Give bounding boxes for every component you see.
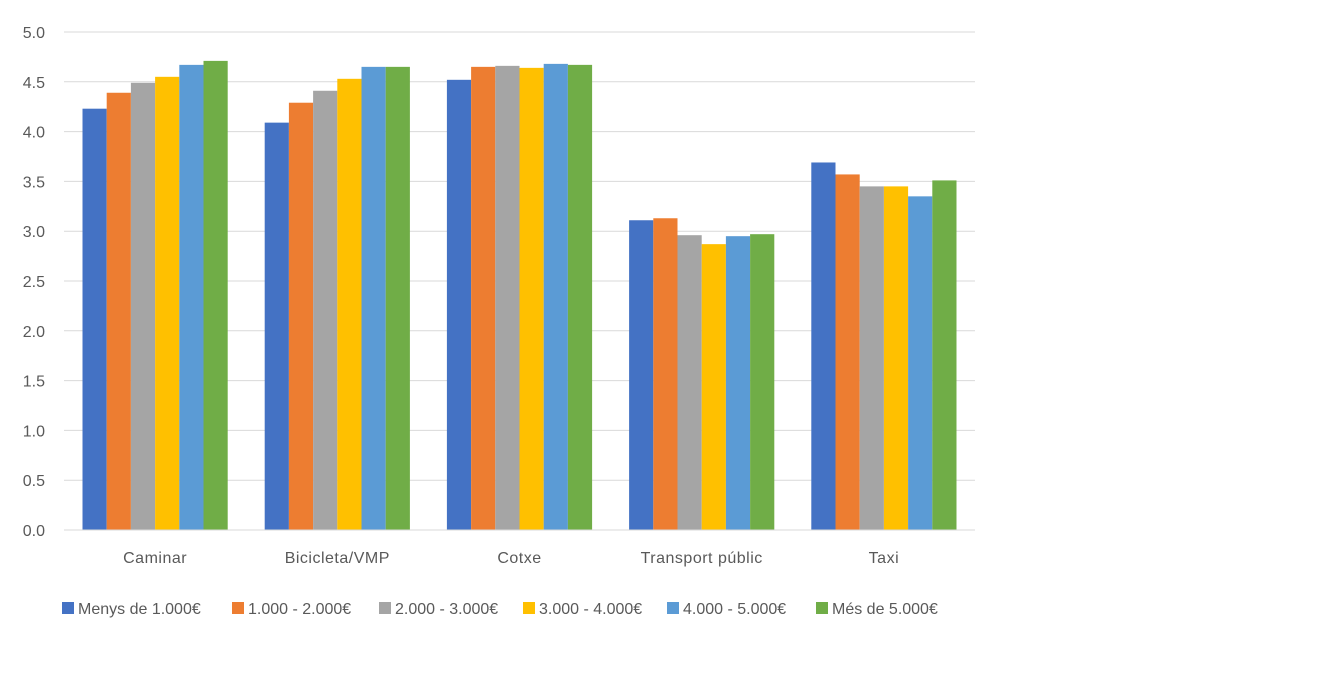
bars: [82, 60, 957, 531]
y-tick-label: 3.5: [23, 174, 45, 191]
bar: [883, 186, 909, 530]
bar: [519, 67, 544, 530]
bar: [313, 90, 338, 530]
legend-swatch: [62, 602, 74, 614]
x-tick-label: Transport públic: [641, 550, 763, 567]
y-tick-label: 3.0: [23, 224, 45, 241]
bar: [203, 60, 228, 530]
y-tick-label: 2.5: [23, 274, 45, 291]
y-tick-label: 1.5: [23, 374, 45, 391]
bar: [288, 102, 314, 530]
bar: [932, 180, 957, 531]
bar: [653, 218, 678, 530]
bar: [859, 186, 884, 530]
bar: [629, 220, 654, 530]
legend-label: 2.000 - 3.000€: [395, 601, 498, 618]
y-tick-label: 4.0: [23, 125, 45, 142]
bar: [385, 66, 410, 531]
bar: [725, 236, 751, 530]
bar: [130, 82, 156, 531]
x-tick-label: Bicicleta/VMP: [285, 550, 390, 567]
bar: [337, 78, 362, 530]
bar: [495, 65, 520, 530]
bar: [179, 64, 204, 531]
bar: [106, 92, 131, 531]
bar: [155, 76, 180, 530]
legend-swatch: [232, 602, 244, 614]
y-tick-label: 0.5: [23, 473, 45, 490]
bar: [471, 66, 496, 531]
bar: [361, 66, 386, 531]
x-tick-label: Taxi: [869, 550, 899, 567]
x-axis: Caminar Bicicleta/VMP Cotxe Transport públi…: [64, 529, 975, 567]
bar: [543, 63, 568, 530]
legend-swatch: [523, 602, 535, 614]
legend-swatch: [816, 602, 828, 614]
y-axis: 0.0 0.5 1.0 1.5 2.0 2.5 3.0 3.5 4.0 4.5 5.0: [23, 25, 45, 540]
bar: [677, 235, 702, 530]
bar: [82, 108, 107, 530]
legend-label: 1.000 - 2.000€: [248, 601, 351, 618]
legend-label: 4.000 - 5.000€: [683, 601, 786, 618]
legend: Menys de 1.000€ 1.000 - 2.000€ 2.000 - 3.0…: [62, 601, 938, 618]
bar: [446, 79, 472, 531]
legend-swatch: [379, 602, 391, 614]
bar: [811, 162, 836, 530]
legend-label: 3.000 - 4.000€: [539, 601, 642, 618]
y-tick-label: 0.0: [23, 523, 45, 540]
y-tick-label: 5.0: [23, 25, 45, 42]
y-tick-label: 4.5: [23, 75, 45, 92]
x-tick-label: Cotxe: [497, 550, 541, 567]
bar: [908, 196, 933, 530]
bar: [567, 64, 593, 531]
bar: [835, 174, 860, 531]
bar: [264, 122, 289, 531]
y-tick-label: 2.0: [23, 324, 45, 341]
bar: [701, 244, 726, 530]
legend-label: Més de 5.000€: [832, 601, 938, 618]
legend-swatch: [667, 602, 679, 614]
legend-label: Menys de 1.000€: [78, 601, 201, 618]
y-tick-label: 1.0: [23, 423, 45, 440]
x-tick-label: Caminar: [123, 550, 187, 567]
bar: [750, 234, 775, 531]
